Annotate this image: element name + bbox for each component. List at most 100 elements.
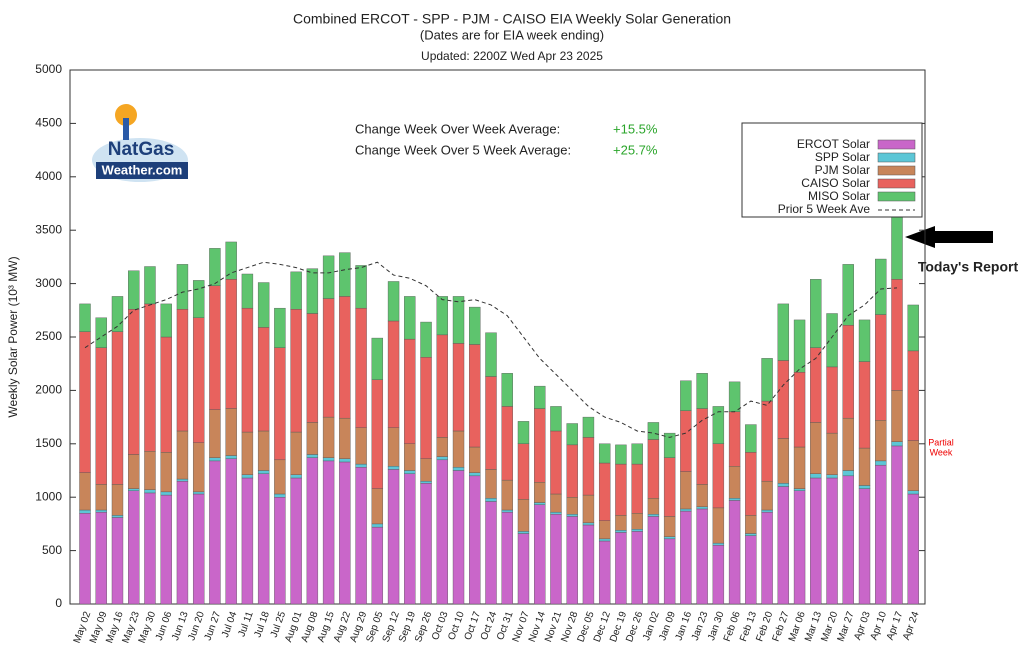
bar-segment <box>858 447 871 486</box>
bar-segment <box>176 480 189 605</box>
bar-segment <box>144 451 156 490</box>
legend-label: MISO Solar <box>808 189 870 203</box>
y-tick-label: 2500 <box>35 329 62 343</box>
bar-segment <box>826 474 838 479</box>
bar-segment <box>79 513 91 605</box>
bar-segment <box>485 376 497 470</box>
bar-segment <box>192 442 205 493</box>
bar-segment <box>225 455 237 459</box>
bar-segment <box>387 281 400 322</box>
bar-segment <box>810 422 822 474</box>
bar-segment <box>696 373 708 409</box>
bar-segment <box>663 538 676 605</box>
bar-segment <box>404 473 416 605</box>
annotation-value: +15.5% <box>613 121 658 136</box>
bar-segment <box>485 498 497 502</box>
bar-segment <box>842 475 854 605</box>
bar-segment <box>550 406 562 432</box>
bar-segment <box>777 486 790 605</box>
bar-segment <box>793 319 806 373</box>
bar-segment <box>696 508 708 605</box>
bar-segment <box>858 361 871 449</box>
bar-segment <box>858 488 871 605</box>
bar-segment <box>761 400 773 482</box>
y-tick-label: 2000 <box>35 383 62 397</box>
bar-segment <box>209 457 221 462</box>
y-tick-label: 1500 <box>35 436 62 450</box>
bar-segment <box>436 296 448 336</box>
bar-segment <box>891 390 903 442</box>
bar-segment <box>891 441 903 447</box>
bar-segment <box>842 470 854 477</box>
bar-segment <box>680 471 692 510</box>
bar-segment <box>257 430 270 471</box>
bar-segment <box>371 488 384 525</box>
bar-segment <box>517 533 530 605</box>
legend-label: CAISO Solar <box>801 176 870 190</box>
bar-segment <box>420 480 432 484</box>
bar-segment <box>907 350 919 441</box>
bar-segment <box>306 422 319 455</box>
bar-segment <box>225 458 237 605</box>
y-tick-label: 4000 <box>35 169 62 183</box>
bar-segment <box>793 488 806 491</box>
logo-flame <box>123 118 129 140</box>
bar-segment <box>582 522 595 526</box>
bar-segment <box>534 504 546 605</box>
bar-segment <box>582 494 595 524</box>
legend-label: Prior 5 Week Ave <box>778 202 871 216</box>
bar-segment <box>907 304 919 352</box>
bar-segment <box>501 509 513 513</box>
bar-segment <box>858 319 871 362</box>
bar-segment <box>550 493 562 513</box>
bar-segment <box>290 474 302 479</box>
bar-segment <box>875 464 887 605</box>
bar-segment <box>663 536 676 540</box>
bar-segment <box>290 477 302 605</box>
bar-segment <box>826 477 838 605</box>
bar-segment <box>111 331 124 485</box>
bar-segment <box>598 540 611 605</box>
bar-segment <box>501 511 513 605</box>
bar-segment <box>274 307 286 348</box>
bar-segment <box>712 406 725 445</box>
annotation-label: Change Week Over 5 Week Average: <box>355 142 571 157</box>
bar-segment <box>128 454 140 489</box>
bar-segment <box>501 406 513 481</box>
bar-segment <box>111 484 124 516</box>
bar-segment <box>534 482 546 503</box>
bar-segment <box>728 381 741 412</box>
bar-segment <box>598 443 611 464</box>
bar-segment <box>517 499 530 532</box>
bar-segment <box>615 444 627 465</box>
partial-label: Partial <box>928 437 954 447</box>
bar-segment <box>322 460 335 605</box>
bar-segment <box>485 501 497 605</box>
legend-swatch <box>877 152 916 163</box>
bar-segment <box>793 490 806 605</box>
bar-segment <box>274 347 286 461</box>
bar-segment <box>355 427 367 465</box>
bar-segment <box>95 317 107 348</box>
bar-segment <box>810 477 822 605</box>
bar-segment <box>501 373 513 407</box>
bar-segment <box>306 268 319 314</box>
bar-segment <box>745 535 757 605</box>
bar-segment <box>371 337 384 380</box>
bar-segment <box>192 491 205 495</box>
bar-segment <box>371 379 384 489</box>
bar-segment <box>777 360 790 439</box>
bar-segment <box>176 309 189 432</box>
bar-segment <box>566 423 578 446</box>
bar-segment <box>209 409 221 458</box>
bar-segment <box>192 493 205 605</box>
y-tick-label: 0 <box>55 596 62 610</box>
bar-segment <box>111 515 124 518</box>
legend-label: ERCOT Solar <box>797 137 870 151</box>
bar-segment <box>420 483 432 605</box>
bar-segment <box>663 432 676 458</box>
bar-segment <box>745 515 757 534</box>
bar-segment <box>598 462 611 521</box>
bar-segment <box>144 303 156 452</box>
